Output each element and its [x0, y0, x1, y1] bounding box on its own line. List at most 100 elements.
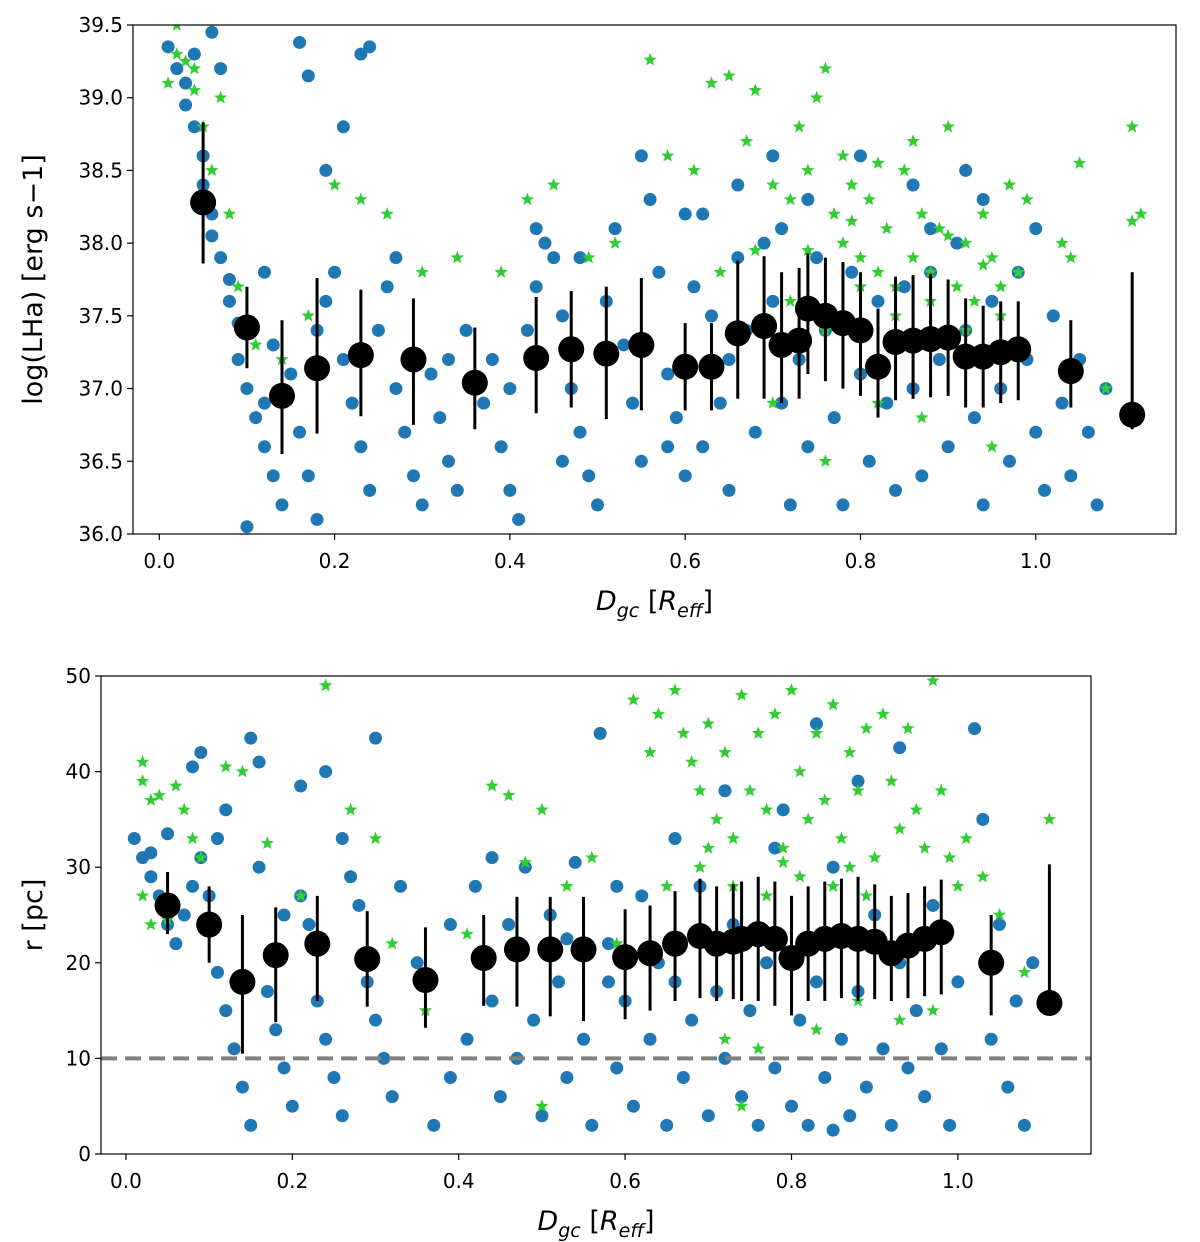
green-star-point [643, 52, 657, 66]
blue-scatter-point [319, 1032, 333, 1046]
green-star-point [859, 888, 873, 902]
green-star-point [205, 163, 219, 177]
blue-scatter-point [1038, 483, 1052, 497]
green-star-point [144, 917, 158, 931]
binned-median-point [786, 327, 813, 354]
blue-scatter-point [722, 352, 736, 366]
green-star-point [194, 850, 208, 864]
green-star-point [380, 207, 394, 220]
blue-scatter-point [560, 1071, 574, 1085]
x-axis-label: Dgc [Reff] [596, 586, 713, 622]
blue-scatter-point [643, 1032, 657, 1046]
binned-median-point [935, 324, 962, 351]
y-axis-label: log(LHa) [erg s−1] [18, 154, 49, 405]
blue-scatter-point [626, 1099, 640, 1113]
blue-scatter-point [859, 1080, 873, 1094]
x-tick-label: 0.4 [443, 1169, 475, 1193]
green-star-point [713, 265, 727, 278]
green-star-point [701, 716, 715, 730]
blue-scatter-point [177, 908, 191, 922]
blue-scatter-point [826, 1123, 840, 1137]
green-star-point [748, 243, 762, 257]
green-star-point [743, 783, 757, 797]
blue-scatter-point [231, 352, 245, 366]
green-star-point [915, 410, 929, 424]
y-tick-label: 36.5 [78, 449, 123, 473]
blue-scatter-point [210, 965, 224, 979]
green-star-point [368, 831, 383, 845]
binned-median-point [761, 925, 788, 952]
green-star-point [783, 192, 797, 206]
green-star-point [906, 134, 920, 147]
blue-scatter-point [943, 1118, 957, 1132]
green-star-point [793, 764, 807, 778]
blue-scatter-point [834, 1032, 848, 1046]
blue-scatter-point [302, 918, 316, 932]
blue-scatter-point [485, 994, 499, 1008]
x-tick-label: 0.0 [110, 1169, 142, 1193]
blue-scatter-point [582, 469, 596, 483]
green-star-point [759, 802, 774, 816]
green-star-point [810, 90, 824, 104]
binned-median-point [865, 353, 891, 380]
blue-scatter-point [976, 498, 990, 512]
blue-scatter-point [687, 280, 701, 294]
blue-scatter-point [608, 222, 622, 236]
green-star-point [385, 936, 399, 950]
blue-scatter-point [751, 1118, 765, 1132]
blue-scatter-point [678, 469, 692, 483]
x-axis-label-part: gc [558, 1220, 581, 1242]
blue-scatter-point [354, 47, 368, 61]
blue-scatter-point [277, 1061, 291, 1075]
y-axis-label: r [pc] [18, 879, 49, 952]
blue-scatter-point [766, 294, 780, 308]
blue-scatter-point [862, 454, 876, 468]
blue-scatter-point [704, 309, 718, 323]
green-star-point [187, 83, 201, 97]
x-tick-label: 1.0 [942, 1169, 974, 1193]
blue-scatter-point [1055, 396, 1069, 410]
blue-scatter-point [363, 40, 377, 54]
green-star-point [951, 879, 965, 892]
y-tick-label: 39.5 [78, 13, 123, 37]
binned-median-point [1005, 336, 1032, 363]
blue-scatter-point [494, 440, 508, 454]
green-star-point [135, 755, 150, 768]
blue-scatter-point [893, 741, 907, 755]
blue-scatter-point [573, 425, 587, 439]
blue-scatter-point [369, 1013, 383, 1027]
green-star-point [249, 337, 263, 351]
green-star-point [893, 1013, 907, 1026]
blue-scatter-point [897, 280, 911, 294]
blue-scatter-point [661, 440, 675, 454]
binned-median-series [190, 122, 1146, 455]
binned-median-point [470, 945, 497, 972]
green-star-point [751, 1041, 765, 1055]
green-star-point [992, 908, 1007, 921]
green-star-point [1017, 965, 1032, 978]
blue-scatter-point [293, 425, 307, 439]
blue-scatter-point [393, 879, 407, 893]
blue-scatter-point [257, 396, 271, 410]
blue-scatter-point [266, 469, 280, 483]
blue-scatter-point [266, 338, 280, 352]
green-star-point [926, 676, 940, 687]
green-star-point [535, 802, 549, 816]
green-star-point [518, 855, 532, 869]
green-star-point [450, 250, 464, 264]
blue-scatter-point [836, 498, 850, 512]
binned-median-point [570, 936, 597, 963]
green-star-point [582, 250, 596, 264]
blue-scatter-point [219, 803, 233, 817]
blue-scatter-point [398, 425, 412, 439]
blue-scatter-point [512, 512, 526, 526]
binned-median-point [503, 936, 530, 963]
blue-scatter-point [701, 1109, 715, 1123]
blue-scatter-point [424, 367, 438, 381]
blue-scatter-point [634, 454, 648, 468]
green-star-point [661, 148, 675, 162]
blue-scatter-point [661, 367, 675, 381]
binned-median-point [628, 331, 655, 358]
axes-frame [132, 24, 1177, 535]
green-star-point [934, 783, 948, 797]
